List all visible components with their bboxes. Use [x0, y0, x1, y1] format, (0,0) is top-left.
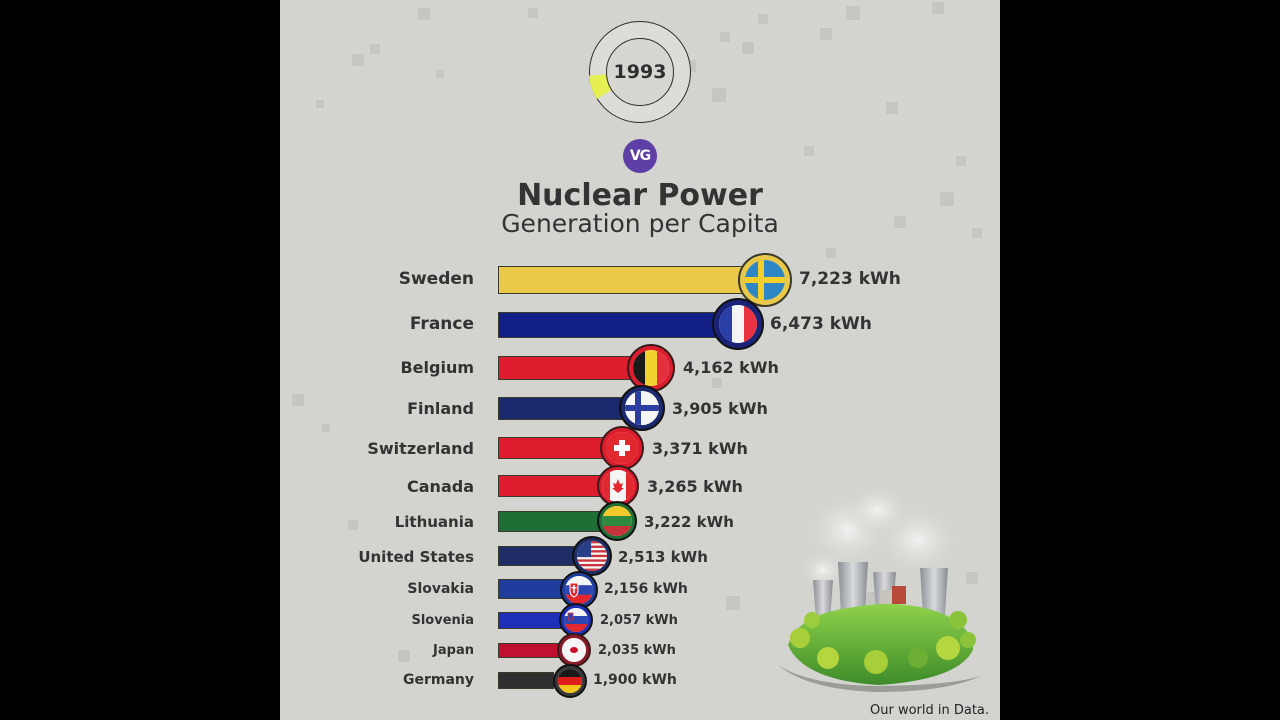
value-label: 2,035 kWh: [598, 643, 676, 658]
country-label: Sweden: [398, 269, 474, 289]
vg-logo: VG: [623, 139, 657, 173]
background-speck: [348, 520, 358, 530]
value-label: 1,900 kWh: [593, 672, 677, 688]
source-footer: Our world in Data.: [870, 703, 990, 718]
background-speck: [292, 394, 304, 406]
background-speck: [846, 6, 860, 20]
background-speck: [528, 8, 538, 18]
bar: [498, 475, 603, 497]
background-speck: [398, 650, 410, 662]
value-label: 3,905 kWh: [672, 399, 768, 418]
chart-subtitle: Generation per Capita: [501, 209, 779, 238]
value-label: 3,265 kWh: [647, 477, 743, 496]
value-label: 2,513 kWh: [618, 548, 708, 566]
background-speck: [804, 146, 814, 156]
background-speck: [758, 14, 768, 24]
nuclear-plant-illustration: [768, 480, 990, 695]
value-label: 3,222 kWh: [644, 513, 734, 531]
country-label: Lithuania: [394, 513, 474, 531]
bar: [498, 356, 638, 380]
country-label: Belgium: [400, 358, 474, 377]
background-speck: [712, 88, 726, 102]
country-label: Germany: [402, 672, 474, 688]
background-speck: [726, 596, 740, 610]
bar: [498, 643, 560, 658]
japan-flag-icon: [562, 638, 586, 662]
background-speck: [956, 156, 966, 166]
bar: [498, 312, 723, 338]
country-label: Switzerland: [367, 439, 474, 458]
bar: [498, 266, 748, 294]
belgium-flag-icon: [633, 350, 669, 386]
background-speck: [418, 8, 430, 20]
finland-flag-icon: [625, 391, 659, 425]
slovakia-flag-icon: [565, 576, 593, 604]
background-speck: [370, 44, 380, 54]
value-label: 6,473 kWh: [770, 314, 872, 334]
sweden-flag-icon: [745, 260, 785, 300]
lithuania-flag-icon: [602, 506, 632, 536]
country-label: Slovakia: [407, 581, 474, 597]
country-label: Canada: [407, 477, 474, 496]
background-speck: [352, 54, 364, 66]
background-speck: [322, 424, 330, 432]
bar: [498, 511, 603, 532]
background-speck: [894, 216, 906, 228]
background-speck: [932, 2, 944, 14]
value-label: 7,223 kWh: [799, 269, 901, 289]
background-speck: [316, 100, 324, 108]
value-label: 2,057 kWh: [600, 613, 678, 628]
background-speck: [720, 32, 730, 42]
background-speck: [820, 28, 832, 40]
bar: [498, 579, 566, 599]
chart-title: Nuclear Power: [517, 178, 763, 213]
bar: [498, 546, 578, 566]
country-label: France: [409, 314, 474, 334]
bar: [498, 397, 628, 420]
year-label: 1993: [606, 38, 674, 106]
slovenia-flag-icon: [564, 608, 588, 632]
country-label: Slovenia: [411, 613, 474, 628]
value-label: 3,371 kWh: [652, 439, 748, 458]
bar: [498, 672, 554, 689]
switzerland-flag-icon: [606, 432, 638, 464]
value-label: 2,156 kWh: [604, 581, 688, 597]
canada-flag-icon: [602, 470, 634, 502]
background-speck: [864, 592, 876, 604]
value-label: 4,162 kWh: [683, 358, 779, 377]
background-speck: [826, 248, 836, 258]
background-speck: [712, 378, 722, 388]
country-label: Finland: [407, 399, 474, 418]
bar: [498, 612, 562, 629]
france-flag-icon: [719, 305, 757, 343]
country-label: Japan: [433, 643, 474, 658]
bar: [498, 437, 608, 459]
background-speck: [966, 572, 978, 584]
background-speck: [940, 192, 954, 206]
background-speck: [742, 42, 754, 54]
background-speck: [886, 102, 898, 114]
germany-flag-icon: [558, 669, 582, 693]
background-speck: [436, 70, 444, 78]
country-label: United States: [358, 548, 474, 566]
background-speck: [972, 228, 982, 238]
usa-flag-icon: [577, 541, 607, 571]
